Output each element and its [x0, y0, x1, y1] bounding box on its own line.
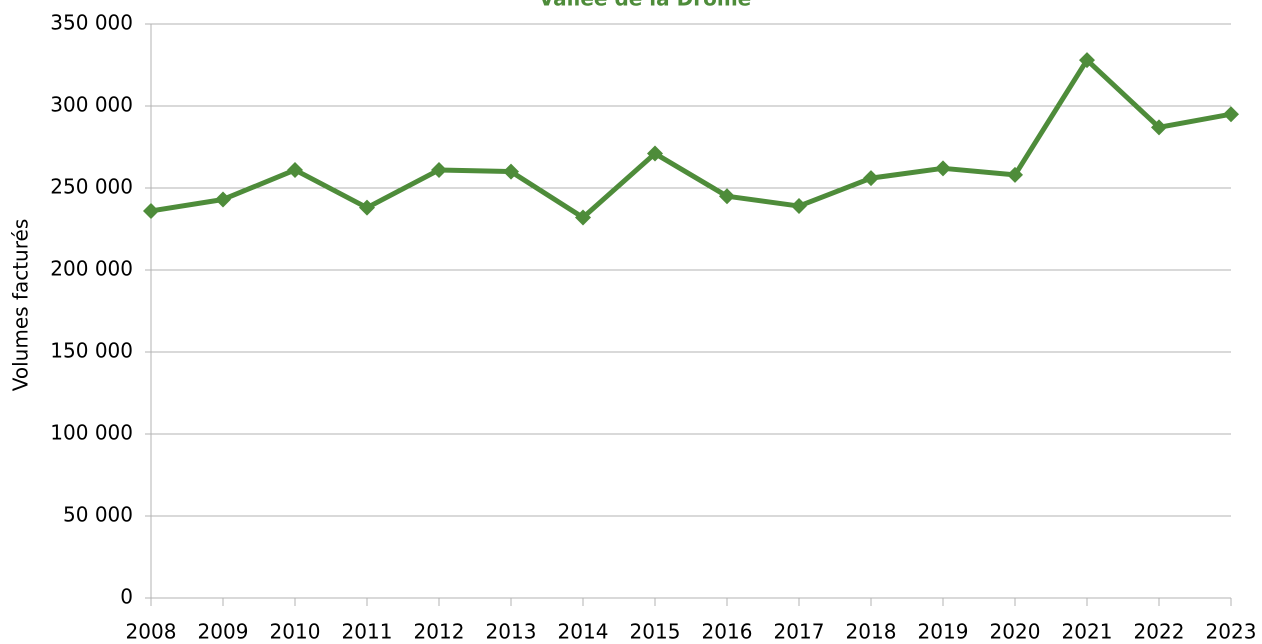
marker — [719, 188, 735, 205]
x-tick-label: 2020 — [990, 620, 1041, 644]
x-tick-label: 2016 — [702, 620, 753, 644]
y-tick-label: 350 000 — [50, 11, 133, 35]
x-tick-label: 2010 — [270, 620, 321, 644]
y-axis-title: Volumes facturés — [9, 219, 33, 391]
y-tick-label: 200 000 — [50, 257, 133, 281]
x-tick-label: 2018 — [846, 620, 897, 644]
marker — [1223, 106, 1239, 123]
marker — [575, 209, 591, 226]
marker — [791, 198, 807, 215]
y-tick-label: 300 000 — [50, 93, 133, 117]
x-tick-label: 2014 — [558, 620, 609, 644]
x-tick-label: 2012 — [414, 620, 465, 644]
y-tick-label: 100 000 — [50, 421, 133, 445]
y-tick-label: 250 000 — [50, 175, 133, 199]
x-tick-label: 2008 — [126, 620, 177, 644]
marker — [215, 191, 231, 208]
x-tick-label: 2011 — [342, 620, 393, 644]
x-tick-label: 2013 — [486, 620, 537, 644]
marker — [647, 145, 663, 162]
x-tick-label: 2022 — [1134, 620, 1185, 644]
x-tick-label: 2017 — [774, 620, 825, 644]
y-tick-label: 50 000 — [63, 503, 133, 527]
x-tick-label: 2021 — [1062, 620, 1113, 644]
marker — [1007, 166, 1023, 183]
x-tick-label: 2023 — [1206, 620, 1257, 644]
marker — [1079, 52, 1095, 69]
marker — [143, 202, 159, 219]
marker — [431, 161, 447, 178]
x-tick-label: 2019 — [918, 620, 969, 644]
marker — [359, 199, 375, 216]
series-line — [150, 57, 1232, 221]
marker — [503, 163, 519, 180]
chart-title: Vallée de la Drôme — [539, 0, 751, 11]
y-tick-label: 0 — [120, 585, 133, 609]
x-tick-label: 2015 — [630, 620, 681, 644]
marker — [287, 161, 303, 178]
marker — [863, 170, 879, 187]
marker — [935, 160, 951, 177]
x-tick-label: 2009 — [198, 620, 249, 644]
y-tick-label: 150 000 — [50, 339, 133, 363]
marker — [1151, 119, 1167, 136]
